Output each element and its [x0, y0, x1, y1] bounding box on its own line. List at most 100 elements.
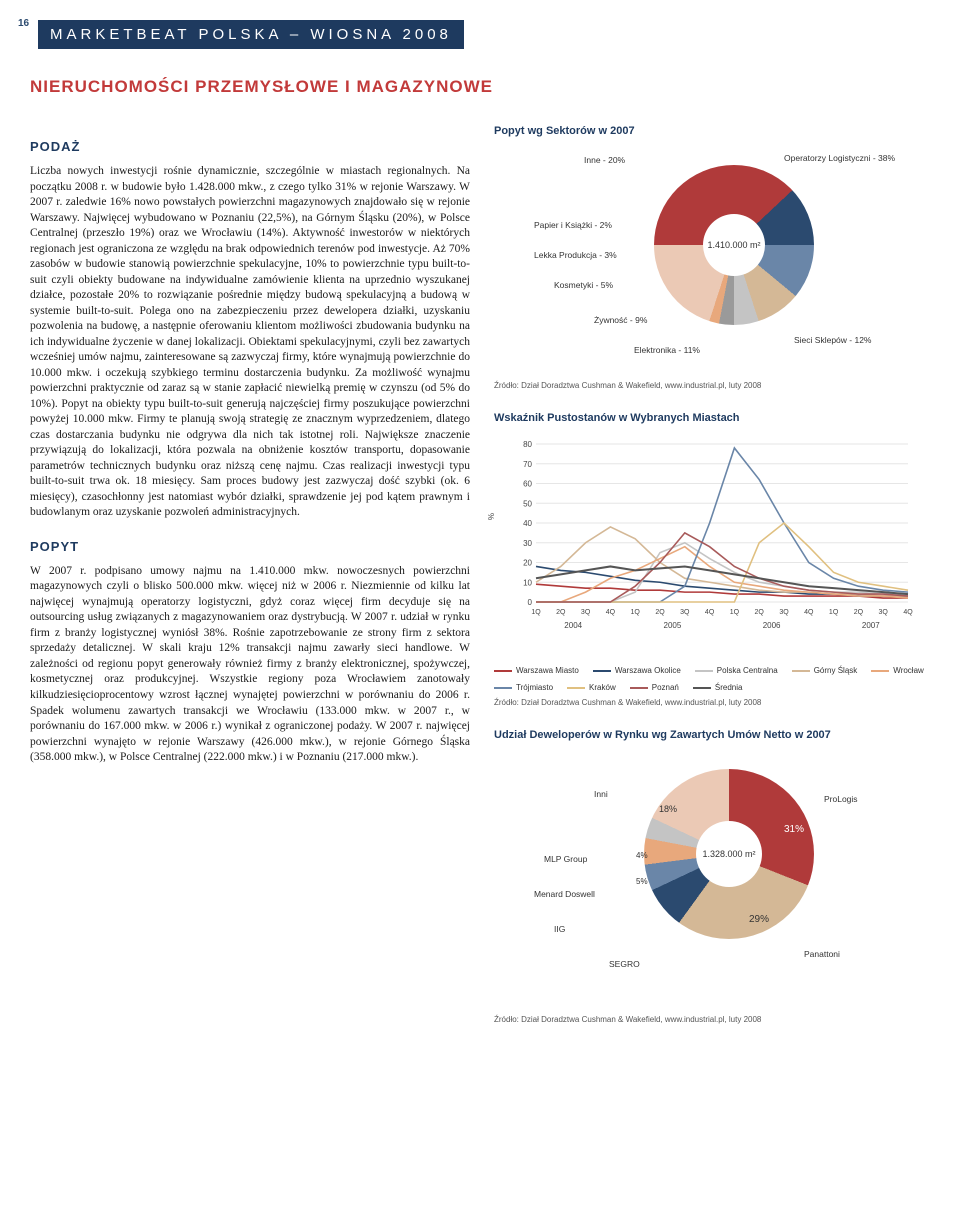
right-column: Popyt wg Sektorów w 2007 1.410.000 m² Op… [494, 121, 924, 1024]
legend-label: Wrocław [893, 666, 924, 675]
legend-item: Górny Śląsk [792, 666, 858, 675]
pie1-label-zywnosc: Żywność - 9% [594, 315, 647, 325]
svg-text:3Q: 3Q [879, 609, 889, 616]
subhead-podaz: PODAŻ [30, 139, 470, 154]
pie1-label-sieci: Sieci Sklepów - 12% [794, 335, 871, 345]
legend-item: Kraków [567, 683, 616, 692]
subhead-popyt: POPYT [30, 539, 470, 554]
legend-swatch [494, 670, 512, 672]
svg-text:1Q: 1Q [829, 609, 839, 616]
left-column: PODAŻ Liczba nowych inwestycji rośnie dy… [30, 121, 470, 1024]
pie2-pct-menard: 5% [636, 877, 648, 886]
chart2-title: Wskaźnik Pustostanów w Wybranych Miastac… [494, 412, 924, 424]
page-number: 16 [18, 18, 29, 29]
legend-item: Warszawa Okolice [593, 666, 681, 675]
svg-text:40: 40 [523, 519, 532, 528]
legend-label: Górny Śląsk [814, 666, 858, 675]
pie1-label-papier: Papier i Książki - 2% [534, 220, 612, 230]
svg-text:1Q: 1Q [631, 609, 641, 616]
svg-text:20: 20 [523, 559, 532, 568]
pie2-pct-iig: 5% [641, 904, 653, 913]
svg-text:4Q: 4Q [705, 609, 715, 616]
legend-item: Warszawa Miasto [494, 666, 579, 675]
svg-text:60: 60 [523, 480, 532, 489]
legend-label: Polska Centralna [717, 666, 778, 675]
pie2-pct-prologis: 31% [784, 824, 804, 835]
pie2-label-prologis: ProLogis [824, 794, 858, 804]
legend-swatch [567, 687, 585, 689]
pie1-label-kosmetyki: Kosmetyki - 5% [554, 280, 613, 290]
svg-text:30: 30 [523, 539, 532, 548]
svg-text:4Q: 4Q [903, 609, 913, 616]
svg-text:2007: 2007 [862, 621, 880, 630]
legend-swatch [871, 670, 889, 672]
svg-text:2Q: 2Q [854, 609, 864, 616]
pie1-label-lekka: Lekka Produkcja - 3% [534, 250, 617, 260]
svg-text:2006: 2006 [763, 621, 781, 630]
svg-text:2005: 2005 [664, 621, 682, 630]
pie2-label-iig: IIG [554, 924, 565, 934]
header-bar: MARKETBEAT POLSKA – WIOSNA 2008 [38, 20, 464, 49]
legend-swatch [693, 687, 711, 689]
legend-label: Średnia [715, 683, 743, 692]
svg-text:80: 80 [523, 440, 532, 449]
legend-swatch [630, 687, 648, 689]
svg-text:2Q: 2Q [556, 609, 566, 616]
svg-text:3Q: 3Q [680, 609, 690, 616]
pie-chart-sectors: 1.410.000 m² Operatorzy Logistyczni - 38… [494, 145, 924, 375]
legend-swatch [695, 670, 713, 672]
svg-text:4Q: 4Q [606, 609, 616, 616]
pie1-label-elektronika: Elektronika - 11% [634, 345, 700, 355]
svg-text:1Q: 1Q [730, 609, 740, 616]
legend-label: Trójmiasto [516, 683, 553, 692]
pie2-pct-segro: 8% [659, 924, 672, 934]
legend-item: Średnia [693, 683, 743, 692]
pie1-label-inne: Inne - 20% [584, 155, 625, 165]
pie2-pct-panattoni: 29% [749, 914, 769, 925]
paragraph-podaz: Liczba nowych inwestycji rośnie dynamicz… [30, 164, 470, 521]
pie2-label-inni: Inni [594, 789, 608, 799]
pie1-label-operatorzy: Operatorzy Logistyczni - 38% [784, 153, 895, 163]
legend-item: Trójmiasto [494, 683, 553, 692]
chart3-title: Udział Deweloperów w Rynku wg Zawartych … [494, 729, 924, 741]
legend-label: Warszawa Miasto [516, 666, 579, 675]
svg-text:2004: 2004 [564, 621, 582, 630]
pie2-label-menard: Menard Doswell [534, 889, 595, 899]
svg-text:2Q: 2Q [755, 609, 765, 616]
svg-text:0: 0 [528, 598, 533, 607]
legend-item: Polska Centralna [695, 666, 778, 675]
legend-swatch [494, 687, 512, 689]
svg-text:50: 50 [523, 499, 532, 508]
chart1-source: Źródło: Dział Doradztwa Cushman & Wakefi… [494, 381, 924, 390]
chart2-source: Źródło: Dział Doradztwa Cushman & Wakefi… [494, 698, 924, 707]
svg-text:70: 70 [523, 460, 532, 469]
line-legend: Warszawa Miasto Warszawa Okolice Polska Ce… [494, 666, 924, 692]
pie2-center-label: 1.328.000 m² [696, 821, 762, 887]
paragraph-popyt: W 2007 r. podpisano umowy najmu na 1.410… [30, 564, 470, 766]
pie-chart-developers: 1.328.000 m² ProLogis Panattoni SEGRO II… [494, 749, 924, 1009]
pie2-label-segro: SEGRO [609, 959, 640, 969]
line-chart-vacancy: % 010203040506070801Q2Q3Q4Q1Q2Q3Q4Q1Q2Q3… [494, 432, 924, 662]
linechart-svg: 0 10 20 30 40 50 60 70 80 1Q 2Q 3Q 4Q 1Q 2Q 3Q 4Q 1Q 2Q 3Q 4… [514, 438, 914, 638]
svg-text:10: 10 [523, 578, 532, 587]
svg-text:3Q: 3Q [779, 609, 789, 616]
pie2-label-panattoni: Panattoni [804, 949, 840, 959]
pie2-label-mlp: MLP Group [544, 854, 587, 864]
svg-text:4Q: 4Q [804, 609, 814, 616]
legend-label: Kraków [589, 683, 616, 692]
legend-swatch [792, 670, 810, 672]
chart1-title: Popyt wg Sektorów w 2007 [494, 125, 924, 137]
legend-label: Warszawa Okolice [615, 666, 681, 675]
section-title: NIERUCHOMOŚCI PRZEMYSŁOWE I MAGAZYNOWE [30, 77, 930, 97]
svg-text:3Q: 3Q [581, 609, 591, 616]
legend-swatch [593, 670, 611, 672]
yaxis-label: % [487, 513, 496, 520]
svg-text:2Q: 2Q [655, 609, 665, 616]
svg-text:1Q: 1Q [531, 609, 541, 616]
legend-label: Poznań [652, 683, 679, 692]
chart3-source: Źródło: Dział Doradztwa Cushman & Wakefi… [494, 1015, 924, 1024]
pie2-pct-mlp: 4% [636, 851, 648, 860]
pie2-pct-inni: 18% [659, 804, 677, 814]
legend-item: Poznań [630, 683, 679, 692]
pie1-center-label: 1.410.000 m² [703, 214, 765, 276]
